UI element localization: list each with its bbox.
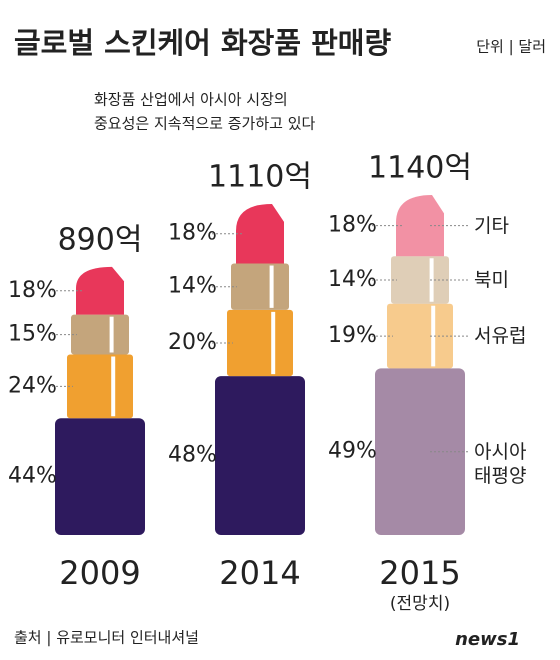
legend-label: 기타 (474, 214, 509, 237)
lipstick-ring (67, 354, 133, 419)
value-label: 48% (168, 443, 217, 468)
source: 출처 | 유로모니터 인터내셔널 (14, 629, 199, 647)
legend-label: 북미 (474, 269, 509, 291)
lipstick-tube (375, 368, 465, 535)
subtitle: 중요성은 지속적으로 증가하고 있다 (94, 115, 316, 133)
x-tick-label: 2015 (379, 554, 460, 592)
value-label: 15% (8, 322, 57, 347)
value-label: 14% (168, 274, 217, 299)
unit: 단위 | 달러 (476, 38, 546, 56)
lipstick-tube (215, 376, 305, 535)
lipstick-ring (227, 309, 293, 377)
lipstick-ring (71, 314, 129, 355)
value-label: 44% (8, 464, 57, 489)
title: 글로벌 스킨케어 화장품 판매량 (14, 26, 391, 60)
total-label: 890억 (58, 222, 143, 257)
credit: news1 (455, 629, 520, 650)
value-label: 20% (168, 330, 217, 355)
value-label: 19% (328, 323, 377, 348)
x-tick-label: 2009 (59, 554, 140, 592)
x-tick-label: 2014 (219, 554, 300, 592)
total-label: 1110억 (208, 159, 312, 194)
legend-label: 아시아 태평양 (474, 440, 527, 487)
value-label: 18% (8, 278, 57, 303)
value-label: 18% (168, 221, 217, 246)
lipstick-ring (231, 263, 289, 310)
legend-label: 서유럽 (474, 325, 527, 348)
lipstick-ring (387, 303, 453, 369)
lipstick-ring (391, 256, 449, 304)
value-label: 49% (328, 439, 377, 464)
subtitle: 화장품 산업에서 아시아 시장의 (94, 91, 288, 109)
category-note: (전망치) (390, 594, 450, 614)
value-label: 18% (328, 213, 377, 238)
value-label: 14% (328, 267, 377, 292)
lipstick-tip (76, 266, 124, 315)
total-label: 1140억 (368, 151, 472, 186)
lipstick-tip (396, 195, 444, 257)
lipstick-tip (236, 203, 284, 264)
value-label: 24% (8, 373, 57, 398)
lipstick-tube (55, 418, 145, 535)
